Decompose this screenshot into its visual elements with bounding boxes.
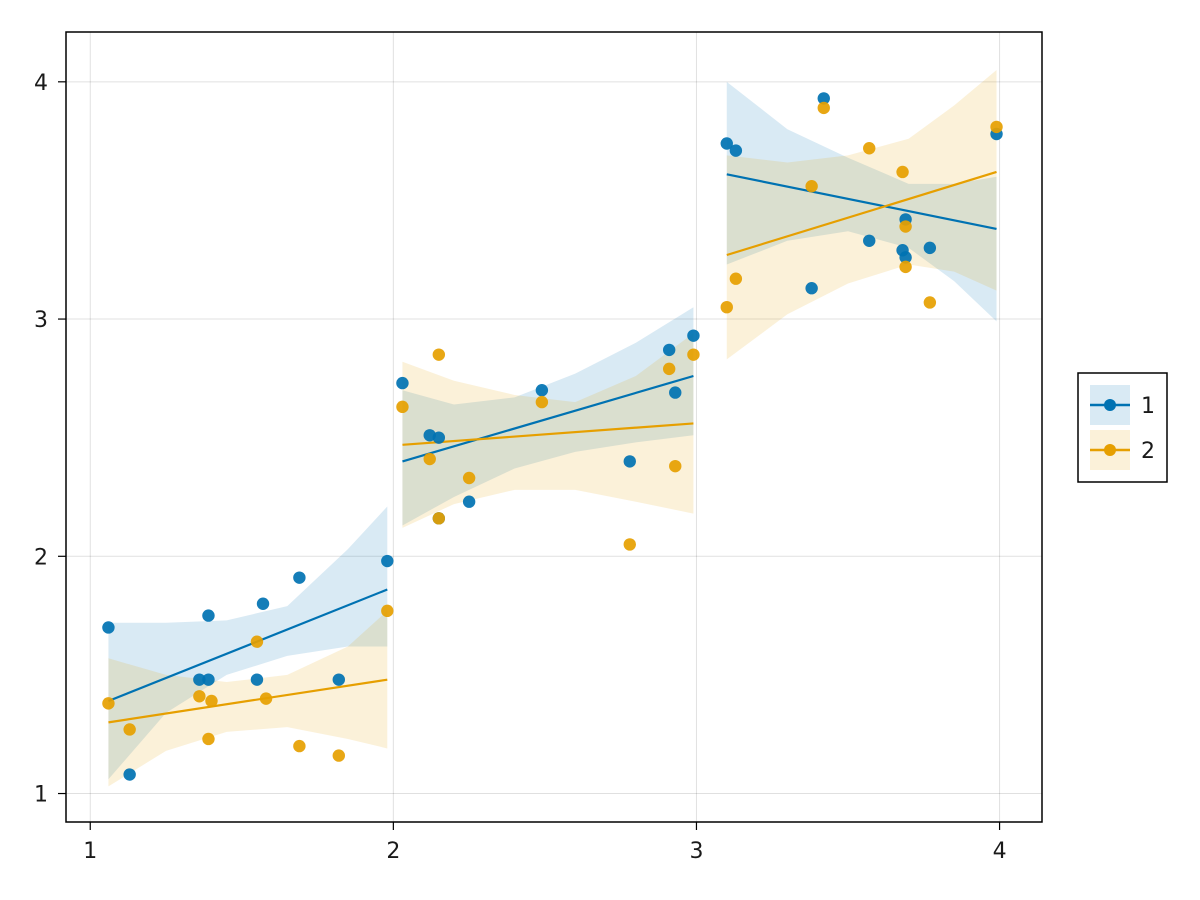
data-point-series-2 [381,604,394,618]
confidence-band-series-1 [402,307,694,526]
x-axis-ticks: 1 2 3 4 [83,822,1007,864]
legend-label-2: 2 [1141,439,1155,464]
confidence-band-series-2 [726,69,997,360]
legend-swatch-marker-2 [1104,444,1116,456]
data-point-series-2 [432,512,446,525]
data-point-series-2 [423,452,436,466]
y-tick-label: 1 [34,783,48,808]
data-point-series-1 [250,673,264,686]
data-point-series-1 [396,376,409,390]
data-point-series-2 [623,538,636,551]
data-point-series-2 [259,692,273,705]
data-point-series-1 [256,597,270,610]
data-point-series-2 [332,749,345,762]
data-point-series-2 [817,101,830,115]
data-point-series-1 [332,673,345,686]
data-point-series-2 [102,697,115,710]
data-point-series-2 [123,723,136,736]
data-point-series-1 [817,92,830,105]
legend-label-1: 1 [1141,394,1155,419]
data-point-series-2 [687,348,700,361]
data-point-series-2 [899,220,912,233]
y-tick-label: 3 [34,308,48,333]
scatter-points [102,92,1003,781]
y-tick-label: 2 [34,545,48,570]
data-point-series-1 [923,241,937,255]
legend-swatch-marker-1 [1104,399,1116,411]
data-point-series-1 [381,554,394,568]
data-point-series-2 [202,732,215,746]
data-point-series-1 [293,571,306,584]
fit-line-series-1 [108,588,388,703]
data-point-series-2 [396,400,409,414]
data-point-series-2 [662,362,676,376]
data-point-series-2 [720,300,733,314]
x-tick-label: 4 [993,839,1007,864]
fit-line-series-1 [402,374,694,463]
data-point-series-2 [535,395,549,409]
data-point-series-2 [193,690,206,703]
legend: 1 2 [1077,372,1168,483]
data-point-series-2 [432,348,446,361]
data-point-series-1 [669,386,682,399]
data-point-series-2 [899,260,912,274]
data-point-series-1 [193,673,206,686]
data-point-series-1 [729,144,743,157]
data-point-series-1 [863,234,876,247]
data-point-series-2 [205,694,218,708]
data-point-series-2 [293,739,306,753]
data-point-series-2 [669,459,682,473]
fit-line-series-1 [726,173,997,230]
data-point-series-1 [805,282,818,295]
fit-line-series-2 [726,170,997,257]
data-point-series-1 [202,609,215,622]
plot-frame [65,31,1043,823]
data-point-series-2 [990,120,1003,134]
confidence-band-series-1 [108,506,388,780]
data-point-series-2 [805,180,818,193]
data-point-series-1 [432,431,446,444]
data-point-series-1 [202,673,215,686]
y-axis-ticks: 1 2 3 4 [34,71,66,808]
data-point-series-1 [687,329,700,342]
data-point-series-2 [923,296,937,309]
fit-line-series-2 [402,422,694,446]
legend-frame [1077,372,1168,483]
data-point-series-1 [102,621,115,634]
x-tick-label: 2 [386,839,400,864]
data-point-series-2 [729,272,743,285]
x-tick-label: 1 [83,839,97,864]
data-point-series-2 [462,471,476,485]
data-point-series-1 [899,251,912,264]
confidence-band-series-2 [108,610,388,787]
grid [66,32,1042,822]
data-point-series-1 [720,137,733,150]
data-point-series-1 [462,495,476,508]
data-point-series-1 [535,384,549,397]
data-point-series-1 [662,343,676,357]
data-point-series-1 [123,768,136,781]
data-point-series-2 [250,635,264,648]
fit-line-series-2 [108,678,388,724]
data-point-series-2 [896,165,909,179]
y-tick-label: 4 [34,71,48,96]
x-tick-label: 3 [689,839,703,864]
data-point-series-1 [623,455,636,468]
data-point-series-2 [863,142,876,155]
fit-lines [108,170,997,724]
